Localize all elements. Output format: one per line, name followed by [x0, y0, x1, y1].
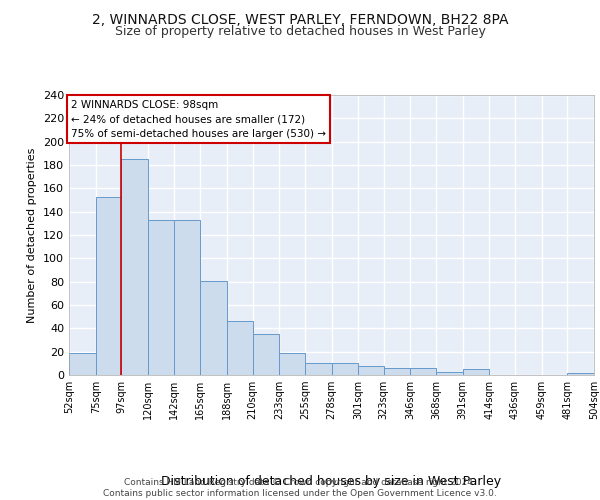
- Bar: [410, 368, 436, 375]
- Bar: [463, 369, 490, 375]
- Bar: [173, 220, 200, 375]
- X-axis label: Distribution of detached houses by size in West Parley: Distribution of detached houses by size …: [161, 475, 502, 488]
- Bar: [332, 364, 358, 375]
- Bar: [253, 334, 279, 375]
- Bar: [279, 353, 305, 375]
- Text: 2, WINNARDS CLOSE, WEST PARLEY, FERNDOWN, BH22 8PA: 2, WINNARDS CLOSE, WEST PARLEY, FERNDOWN…: [92, 12, 508, 26]
- Bar: [436, 372, 463, 375]
- Text: Size of property relative to detached houses in West Parley: Size of property relative to detached ho…: [115, 25, 485, 38]
- Bar: [200, 280, 227, 375]
- Bar: [227, 322, 253, 375]
- Text: 2 WINNARDS CLOSE: 98sqm
← 24% of detached houses are smaller (172)
75% of semi-d: 2 WINNARDS CLOSE: 98sqm ← 24% of detache…: [71, 100, 326, 140]
- Bar: [69, 353, 96, 375]
- Bar: [384, 368, 410, 375]
- Bar: [305, 364, 332, 375]
- Bar: [96, 196, 121, 375]
- Bar: [148, 220, 173, 375]
- Text: Contains HM Land Registry data © Crown copyright and database right 2024.
Contai: Contains HM Land Registry data © Crown c…: [103, 478, 497, 498]
- Y-axis label: Number of detached properties: Number of detached properties: [28, 148, 37, 322]
- Bar: [358, 366, 384, 375]
- Bar: [567, 372, 594, 375]
- Bar: [121, 159, 148, 375]
